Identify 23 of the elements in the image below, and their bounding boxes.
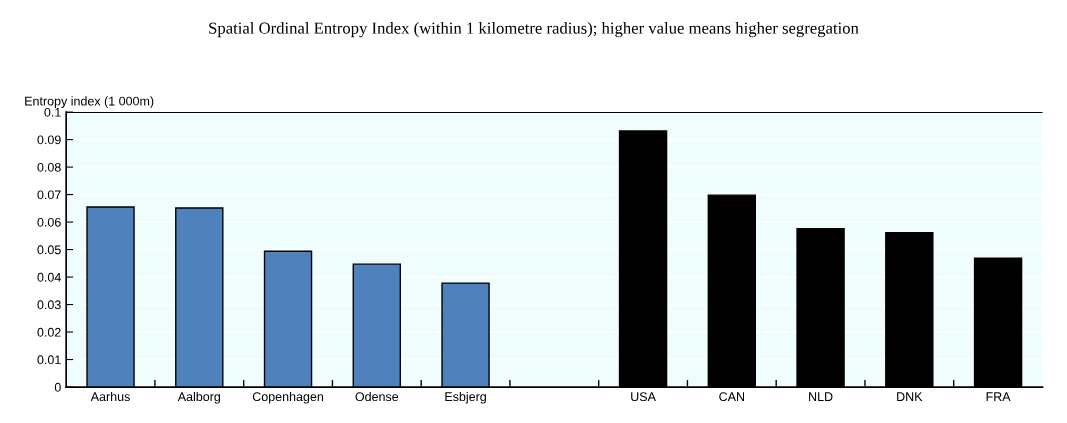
x-tick-label: FRA bbox=[986, 392, 1011, 401]
y-tick-label: 0.06 bbox=[37, 217, 61, 227]
x-tick-label: Aalborg bbox=[177, 391, 221, 404]
y-tick-label: 0.05 bbox=[37, 245, 61, 255]
y-tick-label: 0.01 bbox=[37, 355, 61, 365]
y-tick-label: 0.1 bbox=[44, 107, 61, 117]
y-tick-label: 0.03 bbox=[37, 300, 61, 310]
y-tick-label: 0 bbox=[54, 382, 61, 392]
x-tick-label: Odense bbox=[355, 391, 399, 402]
y-tick-label: 0.09 bbox=[37, 135, 61, 145]
y-axis-title: Entropy index (1 000m) bbox=[25, 96, 154, 108]
x-tick-label: NLD bbox=[809, 392, 833, 401]
x-tick-label: USA bbox=[631, 392, 656, 402]
y-tick-label: 0.04 bbox=[37, 272, 61, 282]
y-tick-label: 0.02 bbox=[37, 327, 61, 337]
x-tick-label: DNK bbox=[897, 392, 923, 401]
x-tick-label: Copenhagen bbox=[252, 391, 324, 404]
x-tick-label: Esbjerg bbox=[445, 391, 486, 404]
y-tick-label: 0.08 bbox=[37, 162, 61, 172]
y-tick-label: 0.07 bbox=[37, 190, 61, 200]
x-tick-label: CAN bbox=[719, 392, 744, 402]
x-tick-label: Aarhus bbox=[90, 391, 130, 402]
chart-title: Spatial Ordinal Entropy Index (within 1 kilometre radius); higher value means higher segregation bbox=[209, 22, 859, 38]
